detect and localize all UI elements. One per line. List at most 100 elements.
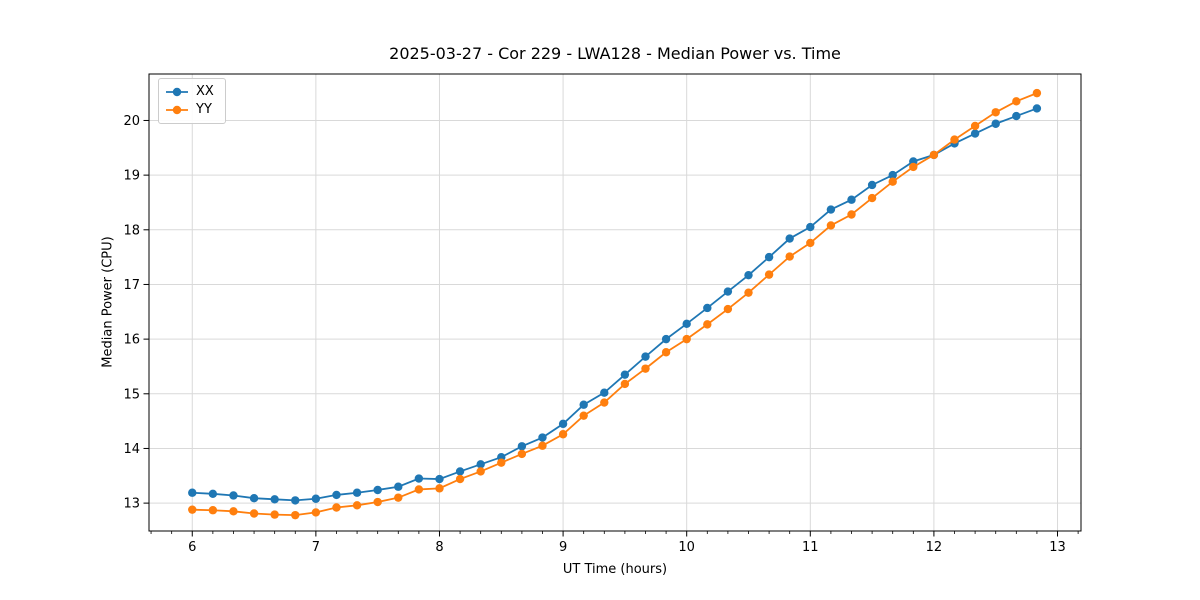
data-point-xx (208, 489, 218, 499)
data-point-xx (867, 180, 877, 190)
data-point-yy (600, 398, 609, 407)
data-point-xx (538, 433, 547, 442)
data-point-xx (991, 119, 1000, 128)
data-point-yy (373, 497, 382, 507)
chart-title: 2025-03-27 - Cor 229 - LWA128 - Median P… (389, 44, 841, 63)
data-point-xx (394, 482, 403, 491)
data-point-yy (764, 270, 774, 279)
data-point-xx (270, 495, 279, 504)
data-point-xx (847, 195, 856, 204)
data-point-yy (744, 288, 753, 297)
x-tick-label: 7 (312, 540, 320, 555)
y-axis-label: Median Power (CPU) (100, 236, 116, 368)
data-point-xx (723, 287, 733, 296)
data-point-xx (579, 400, 588, 409)
data-point-xx (620, 370, 630, 379)
data-point-yy (909, 162, 918, 172)
data-point-xx (455, 467, 465, 476)
data-point-xx (373, 485, 382, 495)
data-point-xx (970, 129, 980, 138)
data-point-yy (332, 503, 341, 512)
y-tick-label: 20 (123, 114, 140, 129)
y-tick-label: 19 (123, 169, 140, 184)
data-point-xx (826, 205, 836, 214)
data-point-xx (1032, 104, 1042, 113)
data-point-yy (476, 467, 485, 476)
data-point-xx (744, 270, 753, 280)
data-point-xx (414, 474, 424, 483)
data-point-yy (188, 505, 197, 514)
data-point-yy (620, 379, 630, 389)
legend-item-xx: XX (165, 83, 218, 101)
data-point-yy (723, 304, 733, 314)
data-point-xx (600, 388, 609, 397)
data-point-xx (785, 234, 794, 243)
data-point-yy (641, 364, 650, 373)
plot-border (148, 73, 1082, 532)
data-point-yy (311, 508, 321, 517)
legend-line-marker-icon (166, 105, 188, 115)
y-tick-label: 15 (123, 387, 140, 402)
data-point-yy (352, 501, 362, 510)
data-point-xx (517, 442, 527, 451)
data-point-yy (249, 509, 259, 518)
data-point-yy (682, 334, 691, 344)
data-point-xx (291, 496, 300, 505)
data-point-xx (703, 303, 712, 313)
y-tick-label: 18 (123, 223, 140, 238)
data-point-xx (352, 488, 362, 497)
data-point-yy (291, 510, 300, 520)
data-point-yy (847, 210, 856, 219)
data-point-xx (435, 474, 444, 484)
data-point-yy (950, 135, 959, 144)
data-point-yy (579, 411, 588, 420)
legend-item-yy: YY (165, 101, 218, 119)
data-point-xx (476, 460, 485, 469)
data-point-xx (249, 494, 259, 503)
data-point-yy (785, 252, 794, 261)
data-point-xx (229, 491, 238, 500)
data-point-yy (661, 348, 671, 357)
data-point-xx (558, 419, 568, 429)
data-point-yy (929, 150, 939, 160)
data-point-yy (394, 493, 403, 502)
x-tick-label: 13 (1049, 540, 1066, 555)
data-point-xx (311, 494, 321, 503)
y-tick-label: 16 (123, 333, 140, 348)
data-point-xx (764, 252, 774, 262)
x-tick-label: 9 (559, 540, 567, 555)
y-tick-label: 13 (123, 497, 140, 512)
data-point-yy (229, 507, 238, 516)
legend: XX YY (158, 78, 226, 124)
data-point-yy (1032, 88, 1042, 98)
data-point-xx (641, 352, 650, 361)
legend-label-yy: YY (196, 102, 212, 117)
data-point-yy (558, 430, 568, 439)
data-point-yy (455, 474, 465, 484)
x-axis-label: UT Time (hours) (562, 562, 668, 577)
x-tick-label: 10 (678, 540, 695, 555)
data-point-yy (867, 193, 877, 203)
x-tick-label: 11 (802, 540, 819, 555)
data-point-yy (1012, 97, 1021, 106)
data-point-xx (682, 319, 691, 329)
data-point-xx (188, 488, 197, 497)
data-point-xx (888, 170, 897, 180)
y-tick-label: 14 (123, 442, 140, 457)
x-tick-label: 12 (926, 540, 943, 555)
data-point-xx (661, 334, 671, 344)
legend-line-marker-icon (166, 87, 188, 97)
data-point-xx (806, 222, 815, 232)
series-line-yy (192, 92, 1038, 517)
data-point-xx (1012, 111, 1021, 121)
data-point-yy (270, 510, 279, 519)
data-point-yy (208, 506, 218, 515)
data-point-yy (970, 121, 980, 131)
x-tick-label: 6 (188, 540, 196, 555)
data-point-yy (435, 484, 444, 493)
y-tick-label: 17 (123, 278, 140, 293)
data-point-yy (414, 485, 424, 494)
data-point-yy (517, 449, 527, 459)
